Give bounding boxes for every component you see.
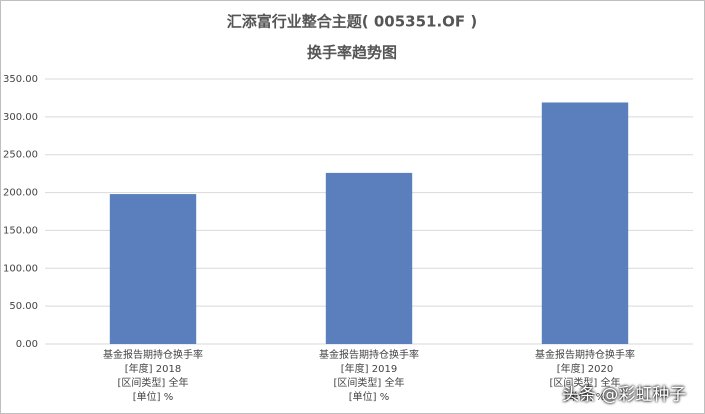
- y-tick-label: 50.00: [9, 301, 38, 312]
- bar: [325, 172, 413, 344]
- chart-subtitle: 换手率趋势图: [307, 44, 397, 62]
- watermark: 头条 @彩虹种子: [562, 385, 687, 405]
- y-tick-label: 100.00: [3, 263, 38, 274]
- y-tick-label: 300.00: [3, 112, 38, 123]
- bar: [541, 102, 629, 344]
- y-tick-label: 250.00: [3, 150, 38, 161]
- chart-title: 汇添富行业整合主题( 005351.OF ): [227, 13, 477, 31]
- bar: [109, 194, 197, 344]
- x-tick-label: 基金报告期持仓换手率 [年度] 2020 [区间类型] 全年 [单位] %: [535, 350, 635, 403]
- x-tick-label: 基金报告期持仓换手率 [年度] 2019 [区间类型] 全年 [单位] %: [319, 350, 419, 403]
- x-tick-label: 基金报告期持仓换手率 [年度] 2018 [区间类型] 全年 [单位] %: [103, 350, 203, 403]
- y-tick-label: 350.00: [3, 74, 38, 85]
- y-tick-label: 0.00: [16, 339, 38, 350]
- y-tick-label: 150.00: [3, 225, 38, 236]
- y-tick-label: 200.00: [3, 188, 38, 199]
